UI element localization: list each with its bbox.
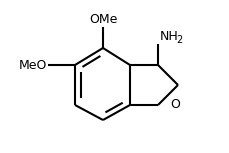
Text: NH: NH bbox=[160, 30, 179, 43]
Text: O: O bbox=[170, 99, 180, 112]
Text: 2: 2 bbox=[176, 35, 182, 45]
Text: MeO: MeO bbox=[19, 58, 47, 71]
Text: OMe: OMe bbox=[89, 13, 117, 26]
